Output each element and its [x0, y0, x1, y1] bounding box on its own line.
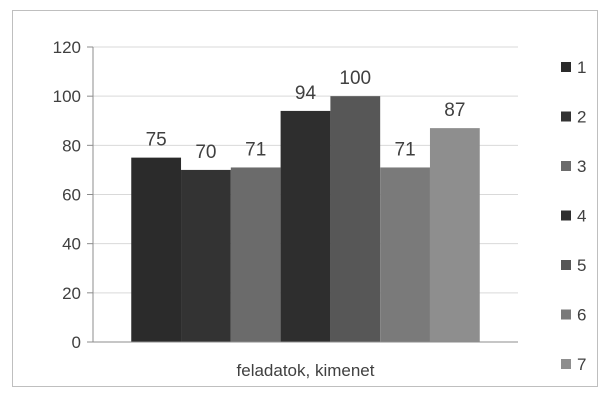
y-tick-label: 0 — [72, 333, 81, 352]
legend-swatch-1 — [561, 62, 571, 72]
legend-label-1: 1 — [577, 58, 586, 77]
y-tick-label: 120 — [53, 38, 81, 57]
legend-label-2: 2 — [577, 108, 586, 127]
bar-series-2 — [181, 169, 231, 342]
data-label-series-4: 94 — [295, 83, 317, 104]
legend-swatch-2 — [561, 111, 571, 122]
y-tick-label: 60 — [62, 186, 81, 205]
data-label-series-5: 100 — [339, 68, 371, 89]
bar-series-7 — [429, 128, 480, 342]
legend-label-3: 3 — [577, 157, 586, 176]
chart-frame: 0 20 40 60 80 100 120 75 70 71 94 100 71 87 feladato… — [12, 10, 598, 387]
bar-series-1 — [131, 157, 182, 342]
bars — [131, 96, 480, 343]
legend-swatch-4 — [561, 210, 571, 221]
bar-series-5 — [330, 96, 381, 343]
bar-series-6 — [380, 167, 430, 342]
data-label-series-7: 87 — [444, 100, 465, 121]
y-tick-label: 80 — [62, 136, 81, 155]
data-labels: 75 70 71 94 100 71 87 — [146, 68, 466, 163]
bar-series-4 — [280, 110, 331, 343]
legend-label-7: 7 — [577, 355, 586, 374]
legend-label-6: 6 — [577, 306, 586, 325]
legend-label-4: 4 — [577, 207, 586, 226]
data-label-series-3: 71 — [245, 139, 266, 160]
legend-swatch-5 — [561, 260, 571, 270]
legend-swatch-3 — [561, 161, 571, 171]
data-label-series-2: 70 — [195, 142, 216, 163]
x-category-label: feladatok, kimenet — [237, 361, 375, 380]
legend-swatch-7 — [561, 359, 571, 369]
bar-series-3 — [230, 167, 281, 342]
data-label-series-1: 75 — [146, 130, 167, 151]
y-tick-label: 100 — [53, 87, 81, 106]
x-axis: feladatok, kimenet — [92, 47, 518, 380]
legend-label-5: 5 — [577, 256, 586, 275]
legend-swatch-6 — [561, 309, 571, 320]
y-tick-label: 40 — [62, 235, 81, 254]
data-label-series-6: 71 — [395, 139, 416, 160]
y-axis-ticks: 0 20 40 60 80 100 120 — [53, 38, 93, 352]
legend: 1 2 3 4 5 6 7 — [561, 58, 586, 374]
y-tick-label: 20 — [62, 284, 81, 303]
